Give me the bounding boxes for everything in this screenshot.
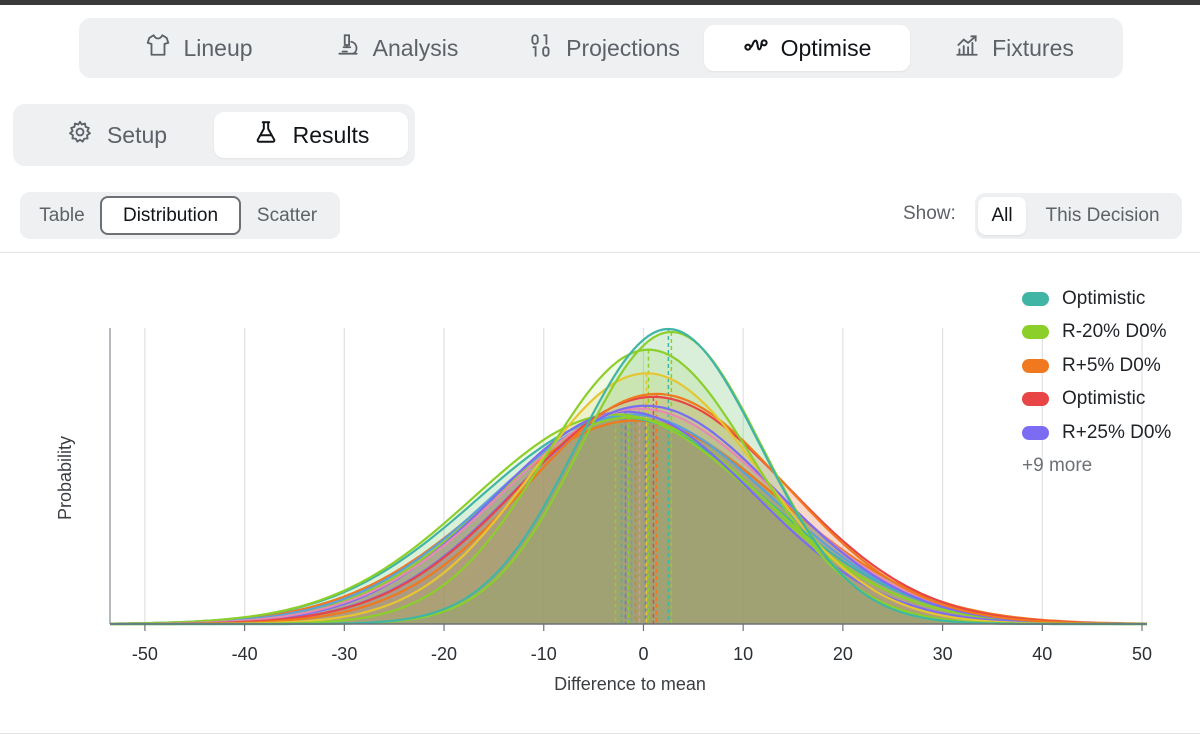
tab-results[interactable]: Results xyxy=(214,112,408,158)
legend-label: Optimistic xyxy=(1062,287,1146,309)
x-tick-label: 10 xyxy=(733,644,753,664)
distribution-curves xyxy=(109,327,1148,626)
view-distribution-button[interactable]: Distribution xyxy=(100,196,241,235)
x-tick-label: 50 xyxy=(1132,644,1152,664)
legend-swatch xyxy=(1022,291,1049,306)
x-axis-ticks: -50 -40 -30 -20 -10 0 10 20 30 40 50 xyxy=(110,623,1152,664)
sub-nav: Setup Results xyxy=(13,104,415,166)
legend-item[interactable]: R+25% D0% xyxy=(1022,416,1192,450)
tab-analysis-label: Analysis xyxy=(372,34,459,61)
x-tick-label: -20 xyxy=(431,644,457,664)
legend-label: R-20% D0% xyxy=(1062,321,1167,343)
overlap-fill xyxy=(110,417,1147,624)
tab-fixtures-label: Fixtures xyxy=(992,34,1074,61)
binary-icon xyxy=(528,32,554,64)
tab-setup[interactable]: Setup xyxy=(21,112,213,158)
x-tick-label: -50 xyxy=(132,644,158,664)
show-toggle: All This Decision xyxy=(975,193,1182,239)
tab-projections[interactable]: Projections xyxy=(504,25,704,71)
x-tick-label: 40 xyxy=(1032,644,1052,664)
distribution-curve xyxy=(110,392,1147,626)
show-label: Show: xyxy=(903,203,956,224)
legend-item[interactable]: R-20% D0% xyxy=(1022,316,1192,350)
window-top-border xyxy=(0,0,1200,5)
view-toggle: Table Distribution Scatter xyxy=(20,192,340,239)
legend-more-link[interactable]: +9 more xyxy=(1022,455,1093,476)
route-icon xyxy=(743,32,769,64)
flask-icon xyxy=(253,119,279,151)
tab-projections-label: Projections xyxy=(566,34,680,61)
grid-lines xyxy=(109,328,1143,624)
distribution-curve xyxy=(110,395,1148,625)
legend-swatch xyxy=(1022,392,1049,407)
divider xyxy=(0,733,1200,734)
tab-analysis[interactable]: Analysis xyxy=(309,25,484,71)
legend-label: R+25% D0% xyxy=(1062,421,1172,443)
trend-chart-icon xyxy=(954,32,980,64)
shirt-icon xyxy=(145,32,171,64)
x-tick-label: 0 xyxy=(638,644,648,664)
x-tick-label: 30 xyxy=(933,644,953,664)
x-tick-label: 20 xyxy=(833,644,853,664)
gear-icon xyxy=(67,119,93,151)
tab-results-label: Results xyxy=(292,121,370,148)
microscope-icon xyxy=(335,32,361,64)
tab-setup-label: Setup xyxy=(106,121,168,148)
legend-swatch xyxy=(1022,425,1049,440)
view-table-button[interactable]: Table xyxy=(39,204,85,226)
legend-label: Optimistic xyxy=(1062,388,1146,410)
x-tick-label: -10 xyxy=(531,644,557,664)
y-axis-title: Probability xyxy=(55,436,75,520)
tab-optimise[interactable]: Optimise xyxy=(704,25,910,71)
tab-lineup-label: Lineup xyxy=(183,34,253,61)
tab-lineup[interactable]: Lineup xyxy=(109,25,289,71)
legend-swatch xyxy=(1022,358,1049,373)
legend-swatch xyxy=(1022,325,1049,340)
legend-item[interactable]: R+5% D0% xyxy=(1022,349,1192,383)
x-axis-title: Difference to mean xyxy=(554,674,706,694)
main-nav: Lineup Analysis Projections Optimise Fix… xyxy=(79,18,1123,78)
distribution-chart: -50 -40 -30 -20 -10 0 10 20 30 40 50 Difference to… xyxy=(55,327,1152,694)
tab-optimise-label: Optimise xyxy=(780,34,872,61)
view-scatter-button[interactable]: Scatter xyxy=(256,204,318,226)
legend-label: R+5% D0% xyxy=(1062,354,1161,376)
legend-item[interactable]: Optimistic xyxy=(1022,383,1192,417)
x-tick-label: -30 xyxy=(331,644,357,664)
tab-fixtures[interactable]: Fixtures xyxy=(924,25,1104,71)
divider xyxy=(0,252,1200,253)
show-all-button[interactable]: All xyxy=(978,197,1026,235)
chart-legend: Optimistic R-20% D0% R+5% D0% Optimistic… xyxy=(1022,282,1192,483)
distribution-curve xyxy=(110,413,1147,625)
legend-item[interactable]: Optimistic xyxy=(1022,282,1192,316)
x-tick-label: -40 xyxy=(232,644,258,664)
show-this-decision-button[interactable]: This Decision xyxy=(1045,205,1160,226)
